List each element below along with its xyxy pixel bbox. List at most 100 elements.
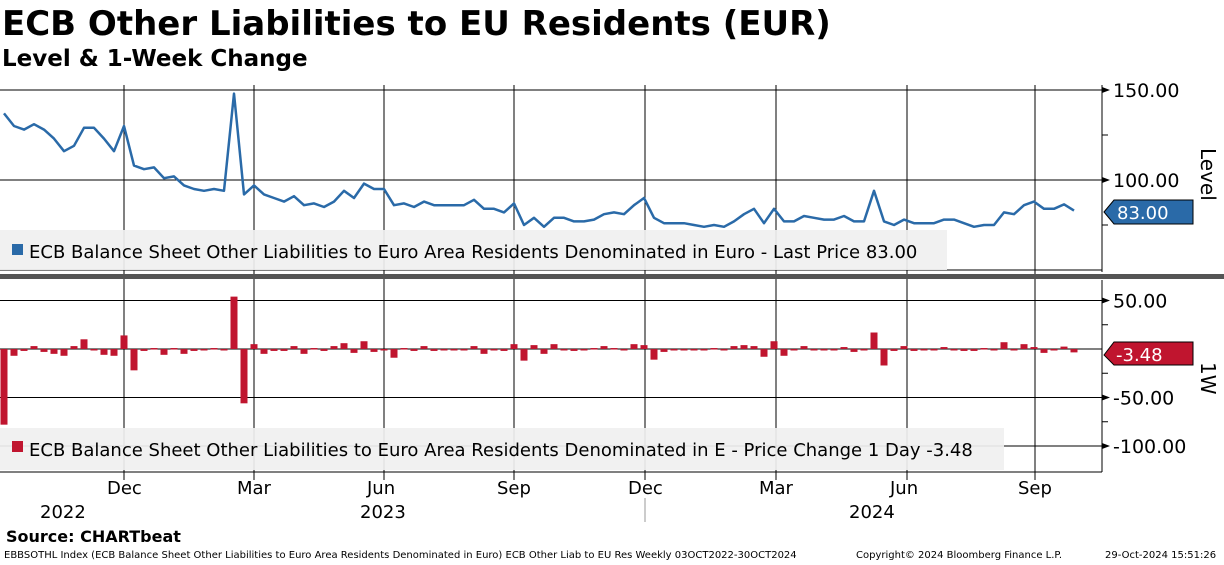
change-bar	[230, 296, 238, 349]
level-legend-swatch	[12, 244, 23, 255]
panel-separator[interactable]	[0, 274, 1224, 279]
change-bar	[630, 344, 638, 349]
change-bar	[1020, 344, 1028, 349]
change-bar	[1030, 347, 1038, 349]
change-bar	[750, 346, 758, 349]
year-label: 2024	[849, 502, 895, 523]
change-axis-title: 1W	[1196, 362, 1220, 395]
change-bar	[1060, 346, 1068, 349]
change-bar	[580, 349, 588, 351]
change-bar	[130, 349, 138, 371]
change-bar	[210, 348, 218, 350]
change-bar	[950, 349, 958, 351]
chart-title: ECB Other Liabilities to EU Residents (E…	[2, 4, 831, 44]
change-tick-label: -50.00	[1113, 388, 1174, 410]
change-bar	[690, 349, 698, 351]
change-bar	[500, 349, 508, 351]
change-bar	[670, 349, 678, 351]
change-bar	[570, 349, 578, 351]
change-bar	[440, 349, 448, 351]
change-bar	[610, 348, 618, 350]
change-bar	[870, 332, 878, 349]
change-bar	[460, 349, 468, 351]
change-bar	[480, 349, 488, 354]
change-bar	[930, 349, 938, 351]
change-bar	[190, 349, 198, 351]
change-bar	[120, 335, 128, 349]
month-label: Jun	[889, 478, 918, 499]
change-bar	[790, 349, 798, 351]
change-bar	[550, 344, 558, 349]
change-bar	[860, 349, 868, 351]
change-bar	[200, 349, 208, 351]
change-bar	[730, 346, 738, 349]
change-bar	[410, 349, 418, 351]
change-tick-label: -100.00	[1113, 436, 1186, 458]
change-bar	[1010, 349, 1018, 351]
change-bar	[470, 346, 478, 349]
level-tick	[1102, 87, 1110, 93]
change-bar	[370, 349, 378, 352]
change-bar	[50, 349, 58, 354]
month-label: Sep	[1018, 478, 1052, 499]
change-bar	[0, 349, 8, 425]
change-bar	[90, 349, 98, 351]
change-bar	[160, 349, 168, 355]
change-bar	[1070, 349, 1078, 353]
change-bar	[360, 341, 368, 349]
change-bar	[620, 349, 628, 351]
change-bar	[880, 349, 888, 366]
change-bar	[940, 347, 948, 349]
month-label: Sep	[497, 478, 531, 499]
month-label: Dec	[107, 478, 142, 499]
change-bar	[10, 349, 18, 356]
change-bar	[720, 349, 728, 351]
change-bar	[1040, 349, 1048, 353]
change-bar	[850, 349, 858, 352]
change-bar	[510, 344, 518, 349]
change-legend-swatch	[12, 441, 23, 452]
change-bar	[810, 349, 818, 351]
footer-timestamp: 29-Oct-2024 15:51:26	[1105, 550, 1217, 561]
level-last-value-tag	[1103, 199, 1194, 225]
change-bar	[450, 349, 458, 351]
month-label: Mar	[759, 478, 794, 499]
change-bar	[220, 349, 228, 351]
change-bar	[770, 341, 778, 349]
level-axis-title: Level	[1196, 148, 1220, 201]
change-bar	[30, 346, 38, 349]
change-bar	[170, 348, 178, 350]
year-label: 2023	[360, 502, 406, 523]
change-bar	[740, 345, 748, 349]
level-legend-box	[0, 230, 947, 270]
year-label: 2022	[40, 502, 86, 523]
change-bar	[380, 349, 388, 351]
change-last-value: -3.48	[1116, 345, 1163, 366]
change-bar	[760, 349, 768, 357]
change-bar	[650, 349, 658, 360]
change-bar	[830, 349, 838, 351]
change-bar	[150, 348, 158, 350]
change-bar	[920, 349, 928, 351]
change-bar	[910, 349, 918, 351]
change-bar	[40, 349, 48, 352]
change-bar	[300, 349, 308, 354]
change-bar	[20, 349, 28, 351]
change-bar	[970, 349, 978, 351]
month-label: Jun	[366, 478, 395, 499]
change-bar	[70, 346, 78, 349]
change-bar	[530, 345, 538, 349]
level-tick	[1102, 177, 1110, 183]
change-bar	[180, 349, 188, 354]
change-bar	[820, 349, 828, 351]
change-bar	[330, 346, 338, 349]
change-bar	[430, 349, 438, 351]
change-bar	[140, 349, 148, 351]
level-tick-label: 100.00	[1113, 170, 1179, 192]
change-bar	[110, 349, 118, 356]
change-bar	[660, 349, 668, 352]
chart-subtitle: Level & 1-Week Change	[2, 46, 308, 72]
change-bar	[390, 349, 398, 358]
change-bar	[710, 348, 718, 350]
